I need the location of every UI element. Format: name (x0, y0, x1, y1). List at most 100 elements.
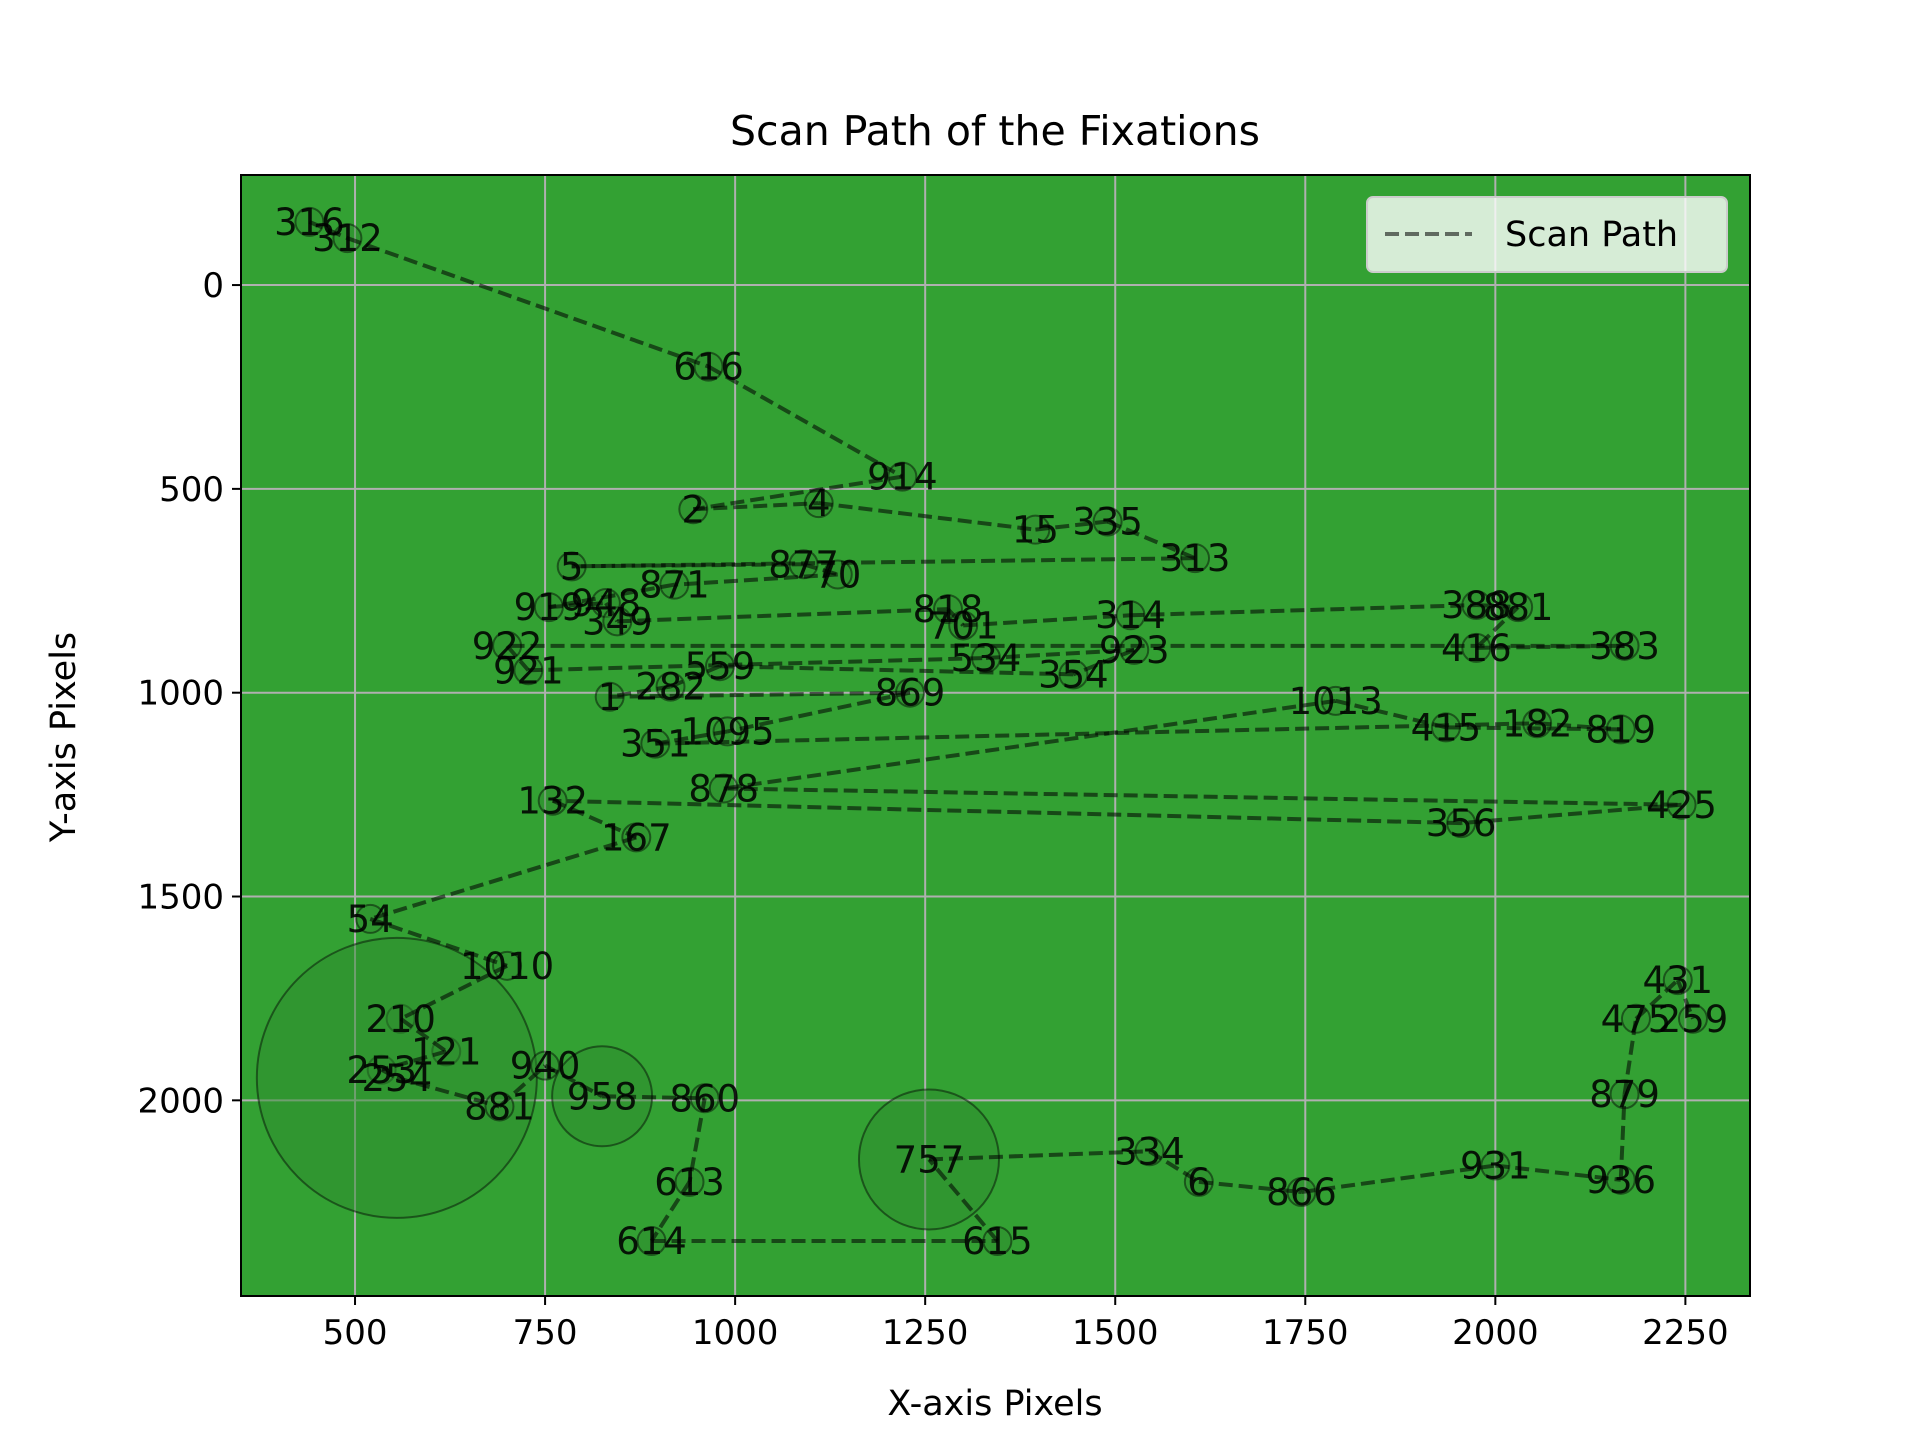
scan-path-segment (818, 501, 1036, 532)
fixation-label: 2 (682, 488, 706, 531)
scan-path-segment (369, 917, 508, 968)
y-tick-label: 0 (202, 266, 224, 306)
fixation-label: 5 (560, 545, 584, 588)
fixation-label: 866 (1266, 1171, 1337, 1214)
scan-path-segment (552, 798, 1462, 826)
scan-path-segment (927, 1158, 999, 1243)
scan-path-segment (571, 556, 1196, 569)
fixation-label: 316 (274, 201, 345, 244)
scan-path-segment (1474, 605, 1520, 650)
scan-path-segment (551, 798, 638, 840)
fixation-label: 334 (1114, 1130, 1185, 1173)
x-tick-label: 1750 (1262, 1313, 1349, 1353)
fixation-label: 615 (962, 1220, 1033, 1263)
scan-path-segment (544, 1063, 604, 1099)
scan-path-segment (617, 607, 949, 624)
scan-path-segment (669, 664, 721, 689)
scan-path-segment (369, 835, 637, 921)
legend-box (1366, 196, 1728, 273)
scan-path-segment (1130, 603, 1477, 618)
fixation-label: 121 (411, 1030, 482, 1073)
fixation-label: 313 (1160, 537, 1231, 580)
fixation-label: 416 (1441, 627, 1512, 670)
scan-path-segment (985, 647, 1135, 661)
scan-path-segment (571, 562, 804, 569)
scan-path-segment (1198, 1179, 1302, 1195)
fixation-label: 6 (1187, 1161, 1211, 1204)
y-tick-label: 1000 (137, 674, 224, 714)
x-tick-label: 1500 (1072, 1313, 1159, 1353)
fixation-label: 948 (571, 582, 642, 625)
x-tick-label: 1000 (692, 1313, 779, 1353)
fixation-label: 819 (1585, 708, 1656, 751)
fixation-label: 881 (464, 1085, 535, 1128)
fixation-label: 1013 (1289, 680, 1383, 723)
y-tick-label: 2000 (137, 1081, 224, 1121)
fixation-label: 354 (1038, 653, 1109, 696)
fixation-label: 881 (1483, 586, 1554, 629)
fixation-label: 877 (768, 543, 839, 586)
scan-path-segment (505, 644, 530, 672)
x-axis-label: X-axis Pixels (887, 1384, 1102, 1424)
scan-path-segment (1106, 519, 1196, 561)
fixation-label: 431 (1642, 959, 1713, 1002)
fixation-label: 4 (807, 482, 831, 525)
legend: Scan Path (1366, 196, 1728, 273)
fixation-label: 15 (1012, 509, 1059, 552)
scan-path-segment (674, 572, 838, 587)
fixation-label: 54 (347, 898, 394, 941)
scan-path-segment (946, 607, 965, 627)
fixation-label: 383 (1589, 625, 1660, 668)
scan-path-segment (687, 1097, 707, 1183)
y-axis-label: Y-axis Pixels (44, 632, 84, 843)
fixation-label: 869 (875, 672, 946, 715)
plot-frame (240, 174, 1751, 1297)
fixation-label: 958 (567, 1075, 638, 1118)
scan-path-segment (693, 501, 819, 512)
scan-path-segment (548, 582, 675, 610)
y-tick-label: 500 (159, 470, 224, 510)
fixation-label: 132 (517, 780, 588, 823)
fixation-label: 282 (635, 666, 706, 709)
scan-path-segment (346, 236, 710, 369)
fixation-label: 312 (312, 217, 383, 260)
x-tick-label: 750 (513, 1313, 578, 1353)
fixation-label: 388 (1441, 584, 1512, 627)
fixation-label: 335 (1072, 500, 1143, 543)
scan-path-segment (399, 1017, 448, 1054)
scan-path-segment (1445, 725, 1621, 732)
scan-path-segment (693, 474, 903, 512)
fixation-label: 210 (365, 998, 436, 1041)
scan-path-segment (380, 1067, 398, 1080)
scan-path-segment (649, 1180, 692, 1243)
fixation-label: 914 (867, 456, 938, 499)
fixation-label: 254 (362, 1057, 433, 1100)
fixation-label: 559 (685, 645, 756, 688)
fixation-label: 936 (1585, 1159, 1656, 1202)
fixation-label: 701 (928, 604, 999, 647)
scan-path-segment (707, 364, 904, 479)
fixation-label: 351 (620, 723, 691, 766)
fixation-label: 70 (814, 553, 861, 596)
scan-path-segment (604, 601, 619, 623)
fixation-label: 356 (1426, 802, 1497, 845)
scan-path-segment (308, 220, 349, 241)
fixation-label: 415 (1411, 706, 1482, 749)
scan-path-segment (1495, 1163, 1621, 1182)
scan-path-segment (1634, 978, 1680, 1021)
fixation-label: 1095 (680, 710, 774, 753)
fixation-label: 182 (1502, 702, 1573, 745)
scan-path-segment (381, 1049, 447, 1072)
legend-label: Scan Path (1505, 215, 1678, 255)
fixation-label: 757 (894, 1138, 965, 1181)
scan-path-segment (498, 1064, 547, 1108)
scan-path-segment (1148, 1149, 1200, 1184)
scan-path-segment (1301, 1163, 1496, 1195)
scan-path-segment (928, 1149, 1150, 1162)
scan-path-segment (1460, 802, 1682, 826)
x-axis-ticks: 500 750 1000 1250 1500 1750 2000 2250 (323, 1296, 1729, 1353)
scan-path-segment (1618, 1094, 1627, 1180)
y-axis-ticks: 0 500 1000 1500 2000 (137, 266, 241, 1121)
